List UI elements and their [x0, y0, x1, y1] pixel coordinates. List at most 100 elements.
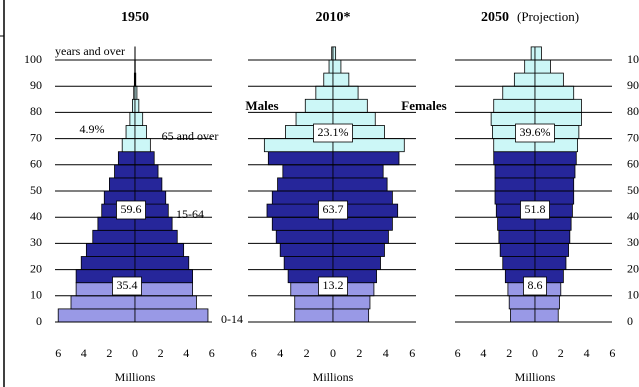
bar	[315, 85, 334, 100]
bar	[85, 242, 136, 257]
y-tick-label: 80	[30, 104, 42, 118]
bar	[332, 151, 400, 166]
y-tick-label: 30	[30, 235, 42, 249]
bar	[332, 308, 370, 323]
annotation-box	[515, 123, 555, 143]
y-tick-label: 70	[627, 130, 639, 144]
annotation-box	[318, 200, 348, 220]
bar	[502, 256, 536, 271]
bar	[294, 308, 334, 323]
bar	[530, 46, 536, 61]
bar	[134, 177, 163, 192]
bar	[534, 229, 571, 244]
x-tick-label: 0	[132, 346, 138, 360]
bar	[134, 229, 178, 244]
annotation: 13.2	[323, 278, 344, 292]
bar	[332, 72, 350, 87]
bar	[332, 295, 371, 310]
bar	[534, 242, 569, 257]
bar	[499, 242, 536, 257]
chart-title: 2050	[481, 10, 509, 25]
bar	[134, 151, 155, 166]
annotation: 59.6	[121, 202, 142, 216]
bar	[332, 46, 337, 61]
bar	[92, 229, 136, 244]
bar	[134, 308, 209, 323]
x-axis-label: Millions	[313, 370, 354, 384]
annotation-box	[520, 200, 550, 220]
annotation: 63.7	[323, 202, 344, 216]
x-tick-label: 2	[506, 346, 512, 360]
bar	[332, 177, 388, 192]
bar	[494, 164, 536, 179]
bar	[332, 59, 342, 74]
y-tick-label: 60	[627, 157, 639, 171]
bar	[490, 112, 536, 126]
x-axis-label: Millions	[115, 370, 156, 384]
y-tick-label: 10	[627, 288, 639, 302]
x-tick-label: 6	[251, 346, 257, 360]
bar	[134, 282, 193, 297]
annotation: 0-14	[221, 312, 243, 326]
y-tick-label: 90	[30, 78, 42, 92]
bar	[508, 295, 536, 310]
bar	[332, 256, 381, 271]
bar	[493, 98, 536, 113]
annotation: 35.4	[117, 278, 138, 292]
bar	[534, 151, 577, 166]
x-tick-label: 2	[158, 346, 164, 360]
bar	[534, 295, 560, 310]
bar	[129, 112, 136, 126]
bar	[534, 177, 575, 192]
x-tick-label: 0	[532, 346, 538, 360]
y-tick-label: 60	[30, 157, 42, 171]
bar	[134, 164, 159, 179]
x-tick-label: 0	[330, 346, 336, 360]
bar	[534, 98, 582, 113]
y-tick-label: 40	[30, 209, 42, 223]
bar	[534, 112, 582, 126]
y-tick-label: 80	[627, 104, 639, 118]
annotation: 65 and over	[162, 129, 219, 143]
annotation: 8.6	[528, 278, 543, 292]
bar	[534, 308, 559, 323]
x-tick-label: 2	[304, 346, 310, 360]
bar	[134, 125, 147, 140]
annotation-box	[116, 200, 146, 220]
bar	[134, 98, 140, 113]
bar	[332, 229, 389, 244]
bar	[502, 85, 536, 100]
bar	[282, 164, 334, 179]
x-tick-label: 6	[55, 346, 61, 360]
bar	[323, 72, 334, 87]
annotation-box	[313, 123, 353, 143]
x-tick-label: 2	[106, 346, 112, 360]
bar	[524, 59, 536, 74]
y-tick-label: 20	[627, 261, 639, 275]
y-tick-label: 10	[30, 288, 42, 302]
bar	[283, 256, 334, 271]
bar	[534, 256, 567, 271]
bar	[328, 59, 334, 74]
x-tick-label: 6	[609, 346, 615, 360]
bar	[277, 177, 334, 192]
bar	[534, 164, 576, 179]
bar	[513, 72, 536, 87]
x-tick-label: 6	[455, 346, 461, 360]
bar	[332, 112, 376, 126]
y-tick-label: 100	[627, 52, 639, 66]
y-tick-label: 0	[36, 314, 42, 328]
chart-subtitle: (Projection)	[517, 9, 579, 24]
bar	[534, 72, 564, 87]
y-tick-label: 70	[30, 130, 42, 144]
bar	[134, 256, 190, 271]
annotation-box	[523, 276, 547, 296]
y-tick-label: 90	[627, 78, 639, 92]
bar	[498, 229, 536, 244]
y-tick-label: 100	[24, 52, 42, 66]
chart-title: 1950	[121, 10, 149, 25]
bar	[332, 98, 368, 113]
annotation: Males	[245, 98, 278, 113]
y-tick-label: 40	[627, 209, 639, 223]
